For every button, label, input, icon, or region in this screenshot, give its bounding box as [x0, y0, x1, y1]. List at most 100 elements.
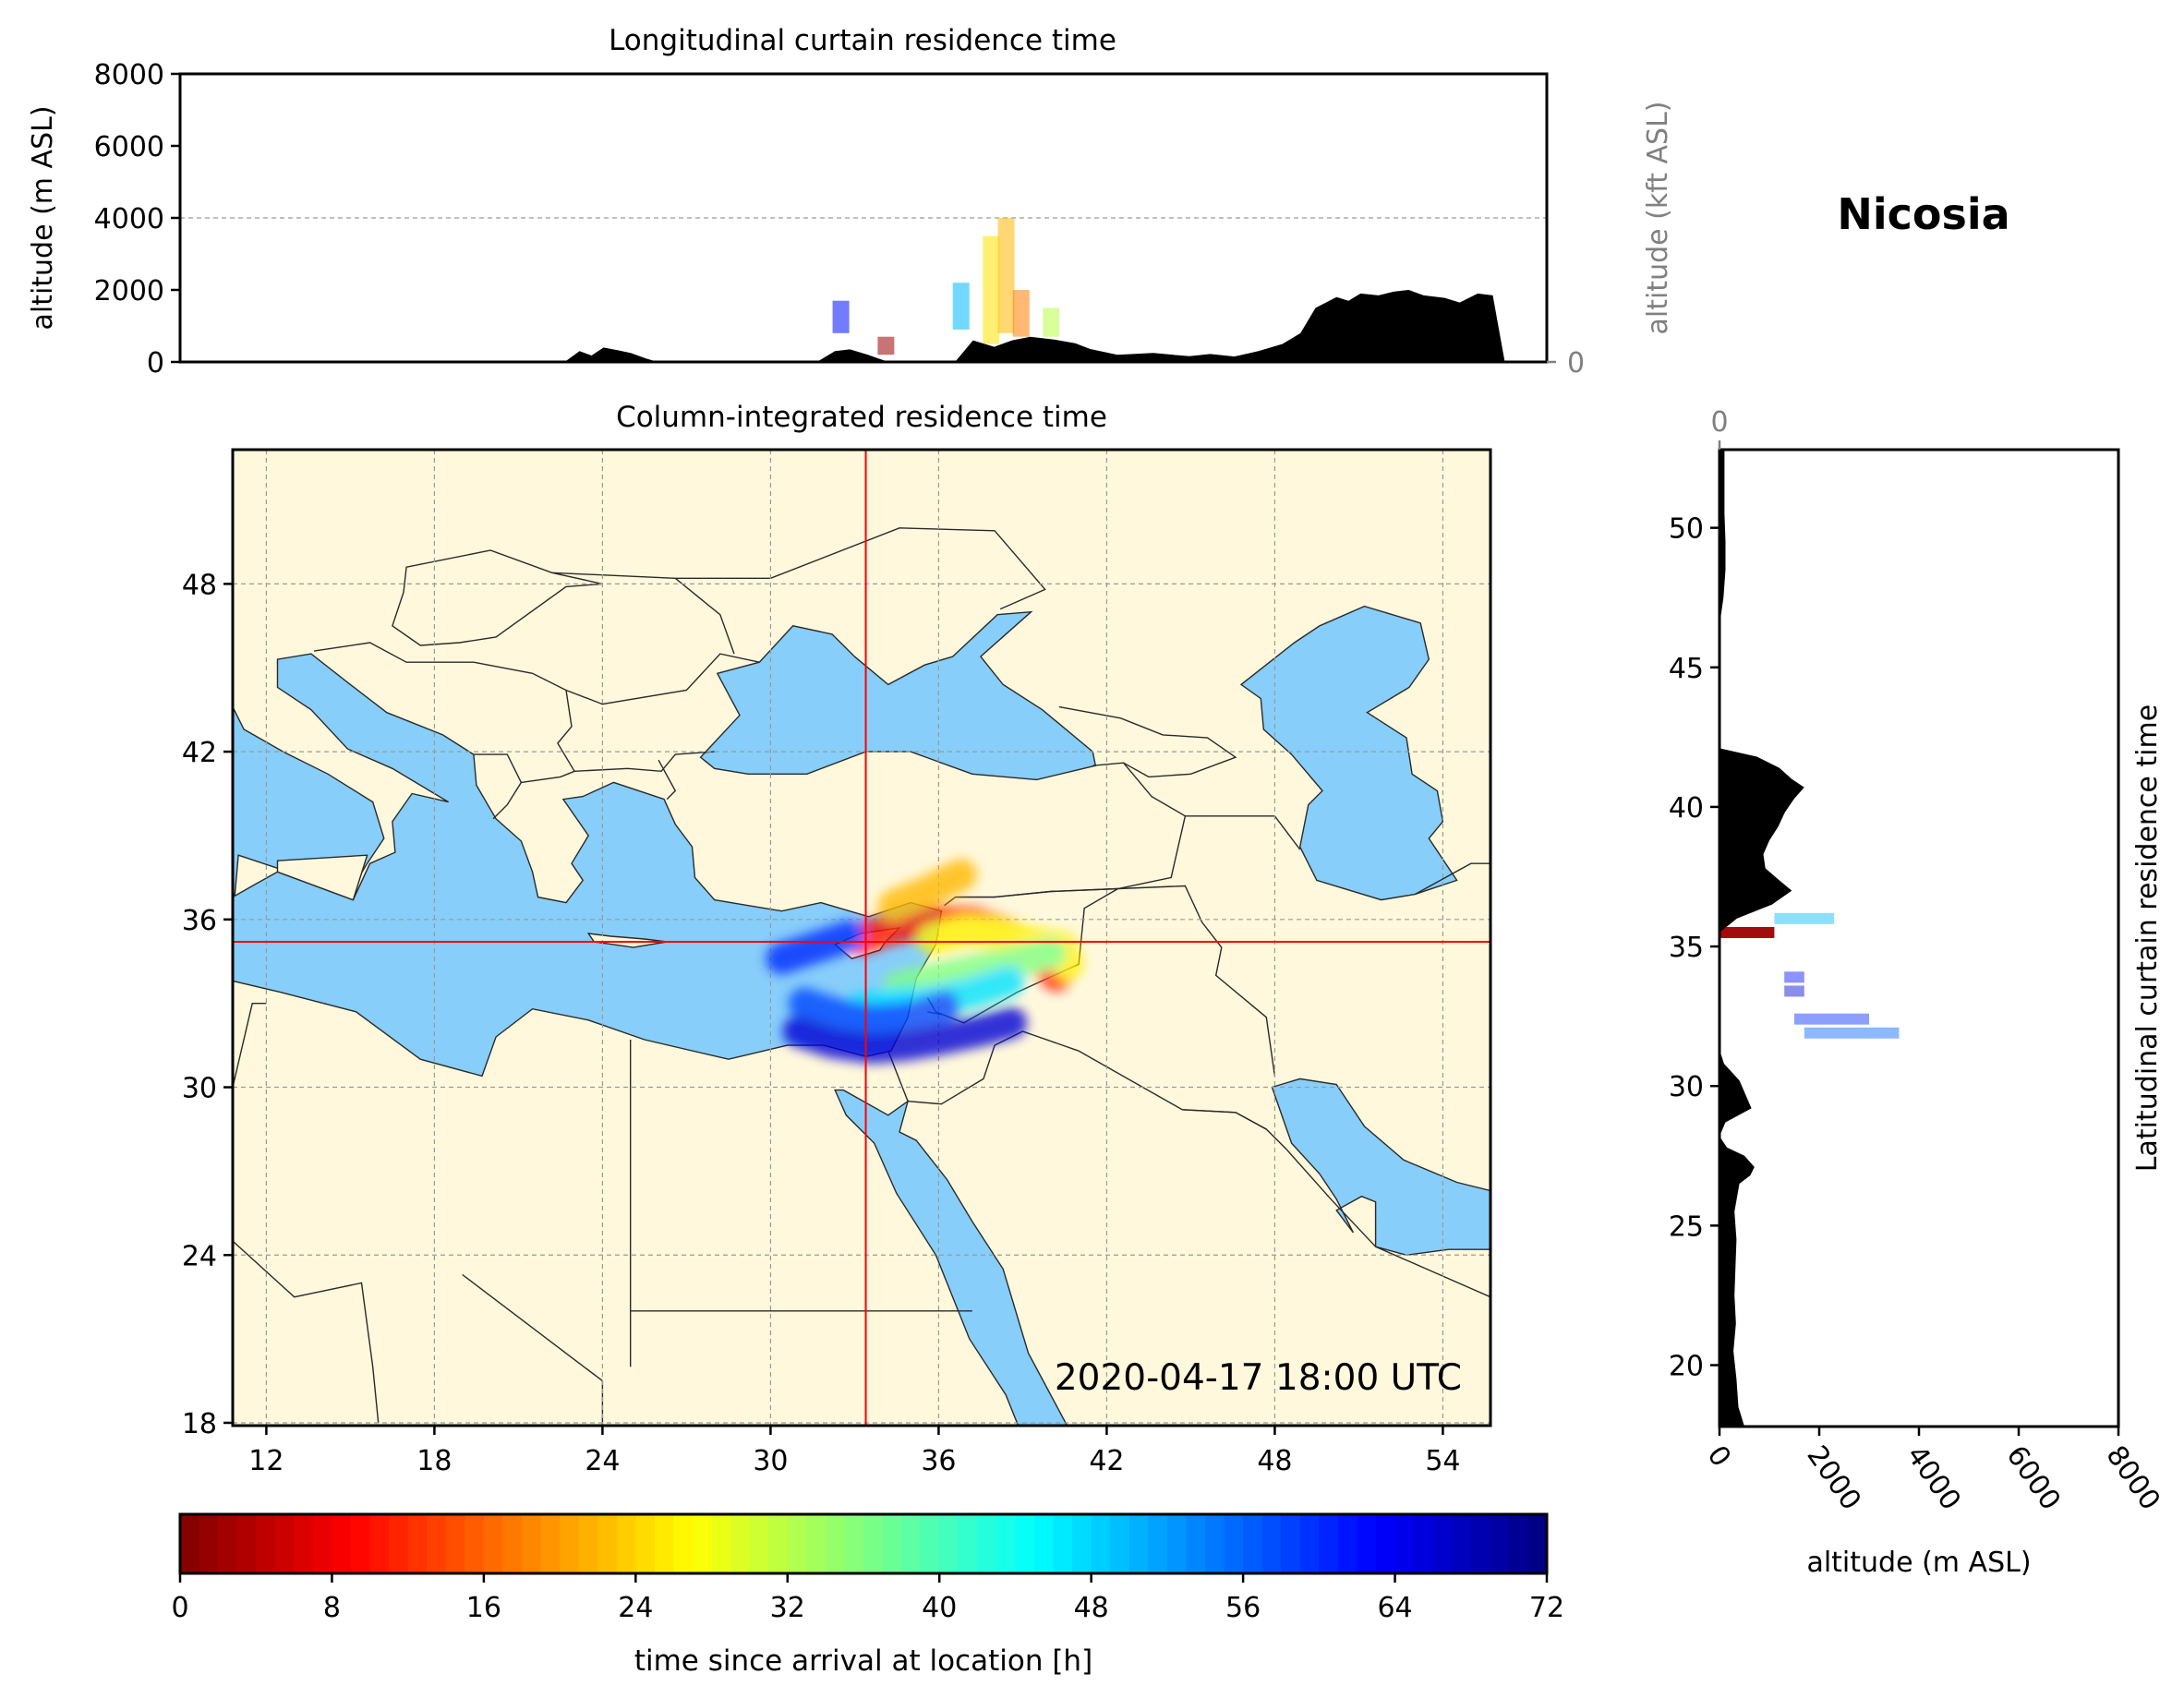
top-y-tick-label: 0	[147, 347, 164, 379]
map-y-tick-label: 48	[182, 569, 217, 601]
right-x-tick-label: 2000	[1800, 1440, 1866, 1517]
top-y-tick-label: 8000	[94, 59, 164, 91]
map-grid	[233, 450, 1490, 1426]
colorbar-tick-label: 48	[1074, 1592, 1109, 1624]
colorbar-step	[1091, 1514, 1112, 1573]
colorbar-step	[806, 1514, 827, 1573]
colorbar-step	[995, 1514, 1017, 1573]
column-map-panel: Column-integrated residence time 12 18 24 3…	[165, 401, 1492, 1477]
right-plume-row	[1784, 985, 1804, 997]
colorbar-step	[560, 1514, 580, 1573]
map-axes-frame	[231, 448, 1492, 1427]
colorbar-tick-label: 8	[323, 1592, 341, 1624]
release-point-crosshair	[233, 450, 1490, 1426]
colorbar-step	[1470, 1514, 1491, 1573]
colorbar-step	[693, 1514, 713, 1573]
right-y-tick-label: 20	[1669, 1350, 1704, 1382]
colorbar-step	[256, 1514, 276, 1573]
colorbar-step	[1166, 1514, 1188, 1573]
right-y-axis-ticks: 20 25 30 35 40 45 50	[1669, 513, 1719, 1382]
colorbar-step	[1186, 1514, 1206, 1573]
colorbar-step	[1205, 1514, 1225, 1573]
border-line	[674, 577, 735, 655]
map-y-tick-label: 24	[182, 1240, 217, 1272]
plume-band	[884, 937, 1067, 1003]
timestamp-label: 2020-04-17 18:00 UTC	[1055, 1357, 1462, 1399]
plume-band	[782, 1006, 1028, 1065]
longitudinal-curtain-title: Longitudinal curtain residence time	[609, 24, 1116, 57]
country-borders	[233, 527, 1490, 1426]
colorbar-tick-label: 72	[1529, 1592, 1564, 1624]
longitudinal-curtain-panel: Longitudinal curtain residence time 0 200…	[27, 24, 1674, 379]
colorbar-step	[635, 1514, 656, 1573]
colorbar-step	[540, 1514, 561, 1573]
colorbar-tick-label: 32	[770, 1592, 805, 1624]
top-secondary-axis-ticks: 050100	[1547, 347, 1585, 379]
colorbar-step	[1337, 1514, 1358, 1573]
top-y-axis-ticks: 0 2000 4000 6000 8000	[94, 59, 180, 379]
border-line	[1375, 1246, 1490, 1298]
colorbar-step	[863, 1514, 884, 1573]
colorbar-step	[465, 1514, 485, 1573]
top-y-tick-label: 4000	[94, 203, 164, 235]
right-plume-row	[1774, 912, 1835, 924]
colorbar-step	[332, 1514, 352, 1573]
right-plume-row	[1784, 971, 1804, 983]
island-polygon	[165, 777, 199, 836]
colorbar-step	[407, 1514, 428, 1573]
map-x-tick-label: 48	[1257, 1445, 1292, 1477]
colorbar-ticks: 0 8 16 24 32 40 48 56 64 72	[171, 1573, 1564, 1624]
top-plume-layer	[832, 218, 1060, 355]
colorbar-step	[236, 1514, 258, 1573]
sea-polygon	[1239, 605, 1458, 901]
right-x-tick-label: 0	[1700, 1440, 1737, 1474]
right-title: Latitudinal curtain residence time	[2131, 704, 2164, 1172]
colorbar-step	[1452, 1514, 1472, 1573]
colorbar-step	[616, 1514, 637, 1573]
plume-band	[877, 859, 977, 921]
right-x-axis-ticks: 0 2000 4000 6000 8000	[1700, 1427, 2166, 1516]
right-y-tick-label: 35	[1669, 932, 1704, 964]
colorbar-step	[768, 1514, 789, 1573]
border-line	[1182, 1109, 1377, 1247]
colorbar-step	[483, 1514, 504, 1573]
border-line	[313, 642, 760, 705]
border-line	[955, 762, 1187, 898]
colorbar-frame	[178, 1512, 1549, 1575]
colorbar-step	[1110, 1514, 1130, 1573]
top-y-tick-label: 6000	[94, 131, 164, 163]
colorbar-step	[654, 1514, 675, 1573]
colorbar-step	[1319, 1514, 1339, 1573]
top-y2-tick-label: 0	[1567, 347, 1585, 379]
map-x-tick-label: 18	[416, 1445, 452, 1477]
border-line	[233, 1002, 267, 1088]
map-y-axis-ticks: 18 24 30 36 42 48	[182, 569, 233, 1440]
right-plume-layer	[1719, 912, 1900, 1039]
colorbar-step	[939, 1514, 959, 1573]
plume-band	[788, 987, 960, 1036]
colorbar-step	[1414, 1514, 1434, 1573]
colorbar-step	[1015, 1514, 1035, 1573]
colorbar-step	[1072, 1514, 1092, 1573]
colorbar-step	[1376, 1514, 1396, 1573]
plume-band	[766, 921, 865, 975]
right-axes-frame	[1718, 448, 2120, 1428]
colorbar-step	[312, 1514, 333, 1573]
right-secondary-axis-ticks: 050100	[1710, 406, 1729, 450]
top-plume-column	[877, 336, 895, 355]
colorbar-step	[1128, 1514, 1150, 1573]
map-y-tick-label: 42	[182, 737, 217, 769]
map-x-tick-label: 42	[1089, 1445, 1124, 1477]
colorbar-step	[1148, 1514, 1168, 1573]
colorbar-tick-label: 40	[922, 1592, 957, 1624]
sea-polygon	[233, 653, 943, 1078]
map-x-tick-label: 54	[1425, 1445, 1460, 1477]
right-x-tick-label: 4000	[1900, 1440, 1966, 1517]
border-line	[521, 770, 575, 784]
colorbar-step	[711, 1514, 731, 1573]
colorbar-step	[977, 1514, 997, 1573]
top-plume-column	[983, 235, 1000, 344]
map-x-tick-label: 24	[585, 1445, 620, 1477]
colorbar-step	[274, 1514, 296, 1573]
